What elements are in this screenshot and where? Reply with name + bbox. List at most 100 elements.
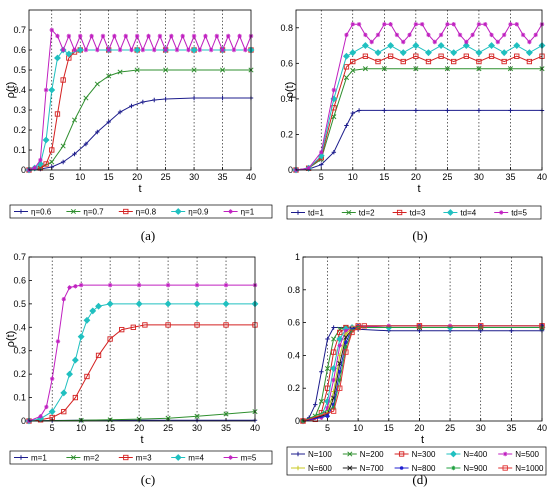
legend-label: td=2 <box>359 209 375 218</box>
x-tick-label: 5 <box>49 172 54 182</box>
x-tick-label: 15 <box>379 172 389 182</box>
data-point <box>533 32 538 38</box>
data-point <box>165 282 171 288</box>
data-point <box>369 39 374 45</box>
x-tick-label: 10 <box>348 172 358 182</box>
x-tick-label: 20 <box>414 423 424 433</box>
legend-item: td=2 <box>341 209 375 218</box>
data-point <box>349 49 357 57</box>
x-tick-label: 10 <box>76 423 86 433</box>
data-point <box>501 58 507 65</box>
data-point <box>343 328 349 333</box>
legend-label: η=0.7 <box>83 208 104 217</box>
y-tick-label: 1 <box>295 252 300 262</box>
data-point <box>413 53 419 59</box>
data-point <box>349 328 355 333</box>
data-point <box>330 349 337 355</box>
data-point <box>43 161 49 167</box>
data-point <box>382 22 387 27</box>
data-point <box>361 323 367 329</box>
data-point <box>343 52 350 60</box>
data-point <box>478 323 484 329</box>
data-point <box>419 22 425 27</box>
data-point <box>363 32 368 38</box>
legend-box <box>9 450 273 465</box>
data-point <box>488 53 495 59</box>
legend-label: N=100 <box>308 450 332 459</box>
y-tick-label: 0 <box>21 416 26 426</box>
data-point <box>66 370 74 378</box>
data-point <box>501 32 507 38</box>
legend-label: m=3 <box>136 454 152 463</box>
legend-label: N=600 <box>308 464 332 473</box>
legend-marker <box>499 210 504 215</box>
legend: m=1 m=2 m=3 m=4 m=5 <box>9 450 273 465</box>
data-point <box>331 87 337 93</box>
x-axis-label: t <box>140 434 143 446</box>
data-point <box>401 39 406 45</box>
data-point <box>163 96 168 102</box>
data-point <box>72 394 79 401</box>
data-point <box>223 411 229 417</box>
data-point <box>60 77 66 83</box>
data-point <box>432 39 437 45</box>
y-tick-label: 0.2 <box>287 383 300 393</box>
x-tick-label: 35 <box>505 172 515 182</box>
data-point <box>394 32 400 38</box>
series-line <box>28 69 251 171</box>
data-point <box>95 352 102 359</box>
data-point <box>337 329 343 336</box>
data-point <box>325 336 330 342</box>
legend-label: η=0.6 <box>31 208 52 217</box>
data-point <box>194 413 200 419</box>
legend-label: N=200 <box>360 450 384 459</box>
data-point <box>331 150 337 155</box>
data-point <box>331 377 336 383</box>
data-point <box>462 42 470 49</box>
legend-label: η=0.9 <box>188 208 209 217</box>
data-point <box>180 33 185 39</box>
data-point <box>78 33 83 39</box>
data-point <box>65 50 73 58</box>
legend-item: td=3 <box>392 209 426 218</box>
x-tick-label: 15 <box>104 172 114 182</box>
data-point <box>60 47 66 53</box>
x-tick-label: 35 <box>218 172 228 182</box>
data-point <box>130 324 136 330</box>
series-line <box>302 325 542 422</box>
legend-item: N=600 <box>291 464 332 473</box>
legend-label: N=500 <box>515 450 539 459</box>
data-point <box>220 95 225 101</box>
x-axis-label: t <box>421 434 424 446</box>
data-point <box>107 336 113 342</box>
data-point <box>445 22 450 27</box>
data-point <box>194 322 200 328</box>
data-point <box>344 32 349 38</box>
plot-area <box>29 257 255 421</box>
legend-marker <box>18 455 24 460</box>
series-line <box>28 28 252 171</box>
y-tick-label: 0.8 <box>280 23 293 33</box>
series-4 <box>292 42 546 174</box>
x-tick-label: 10 <box>353 423 363 433</box>
y-axis-label: ρ(t) <box>5 331 17 348</box>
data-point <box>500 49 508 57</box>
y-tick-label: 0.3 <box>13 346 26 356</box>
data-point <box>49 376 55 382</box>
data-point <box>106 73 112 79</box>
data-point <box>66 33 72 39</box>
y-tick-label: 0.1 <box>13 145 26 155</box>
data-point <box>219 67 226 73</box>
plot-area <box>296 10 542 170</box>
legend-item: m=3 <box>118 454 152 463</box>
data-point <box>94 81 100 87</box>
data-point <box>89 33 94 39</box>
data-point <box>203 33 208 39</box>
data-point <box>337 377 342 383</box>
data-point <box>382 108 387 113</box>
data-point <box>416 323 423 329</box>
data-point <box>412 42 420 49</box>
data-point <box>527 39 532 45</box>
